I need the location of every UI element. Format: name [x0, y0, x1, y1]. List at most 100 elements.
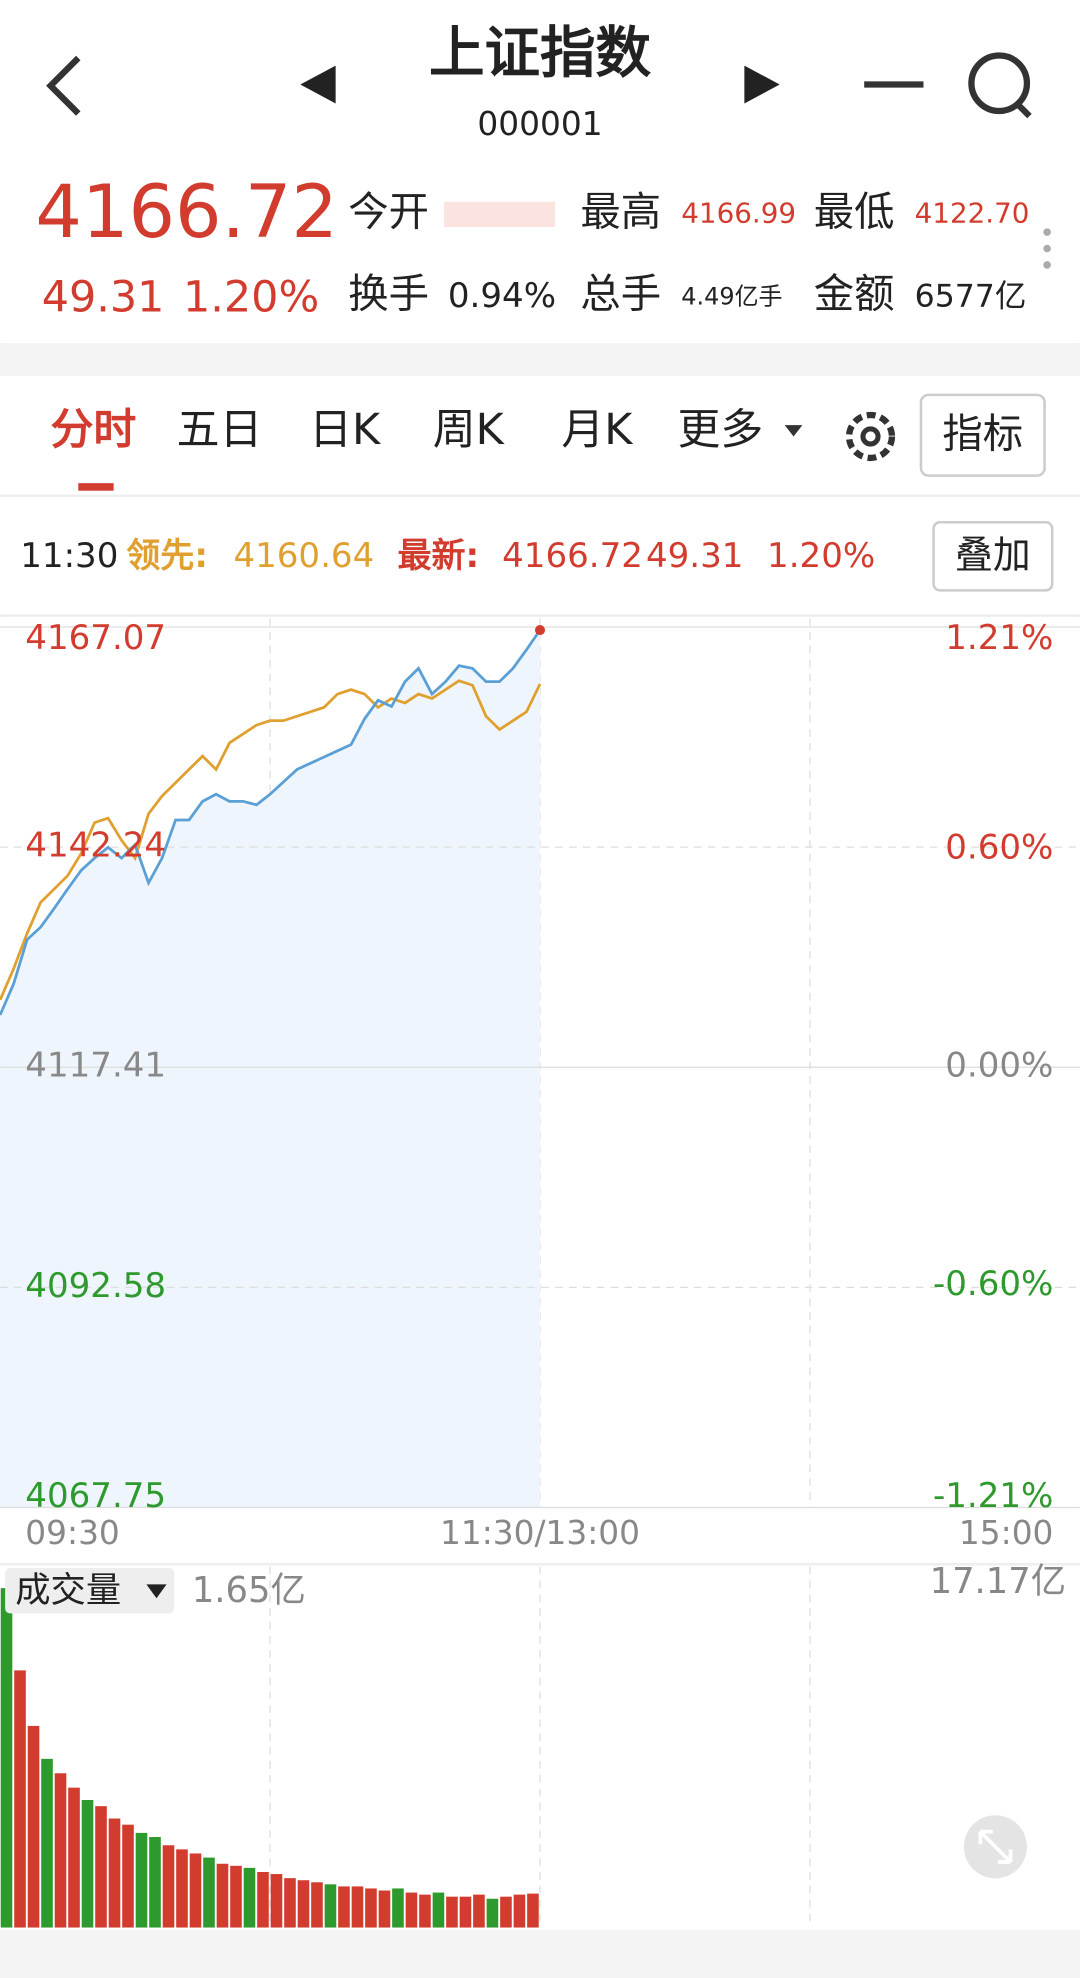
volume-bar	[41, 1758, 53, 1928]
volume-bar	[297, 1880, 310, 1928]
label: 换手	[348, 270, 429, 317]
more-menu[interactable]	[1043, 228, 1051, 269]
volume-bar	[243, 1867, 256, 1928]
volume-bar	[162, 1845, 175, 1928]
volume-bar	[419, 1894, 431, 1928]
last-point	[534, 625, 546, 636]
volume-bar	[392, 1888, 404, 1928]
y-tick-label: 4067.75	[25, 1476, 166, 1516]
volume-current: 1.65亿	[192, 1570, 306, 1611]
volume-bar	[473, 1894, 485, 1928]
y-tick-label: 4117.41	[25, 1046, 166, 1086]
info-value: 49.31	[646, 536, 743, 576]
expand-button[interactable]	[963, 1815, 1027, 1879]
separator	[0, 343, 1080, 376]
info-time: 11:30	[20, 536, 118, 576]
blurred-value	[444, 201, 556, 228]
y2-tick-label: -1.21%	[933, 1476, 1053, 1516]
volume-bar	[446, 1896, 458, 1928]
bottom-bar	[0, 1930, 1080, 1978]
price-chart: 09:30 11:30/13:00 15:00 4167.07 4142.24 4117.…	[0, 618, 1080, 1552]
volume-bar	[149, 1837, 161, 1928]
label: 金额	[814, 270, 895, 317]
overlay-button[interactable]	[932, 520, 1054, 592]
prev-button[interactable]	[300, 65, 336, 104]
volume-bar	[122, 1824, 134, 1928]
next-button[interactable]	[744, 65, 780, 104]
label: 最低	[814, 188, 895, 235]
volume-bar	[27, 1725, 40, 1928]
back-button[interactable]	[46, 55, 81, 116]
tab[interactable]: 更多	[678, 405, 764, 455]
volume-bar	[95, 1806, 107, 1928]
volume-label: 成交量	[15, 1570, 121, 1611]
tab-indicator	[78, 483, 114, 491]
dropdown-arrow	[146, 1584, 167, 1599]
indicator-button[interactable]	[919, 393, 1046, 477]
info-label: 最新:	[397, 536, 479, 576]
info-label: 领先:	[126, 536, 208, 576]
y2-tick-label: -0.60%	[933, 1264, 1053, 1304]
volume-bar	[0, 1588, 13, 1928]
volume-bar	[338, 1886, 350, 1928]
price-line	[0, 679, 542, 1001]
volume-chart: 17.17亿	[0, 1561, 1066, 1928]
price: 4166.72	[35, 170, 338, 255]
dropdown-arrow	[784, 425, 803, 437]
volume-bar	[216, 1863, 229, 1928]
volume-bar	[203, 1857, 215, 1928]
volume-bar	[108, 1818, 121, 1928]
volume-bar	[176, 1849, 188, 1928]
indicator-button-label: 指标	[942, 410, 1023, 457]
volume-bar	[284, 1878, 296, 1928]
code: 000001	[477, 105, 602, 143]
change-pct: 1.20%	[183, 273, 319, 323]
tab[interactable]: 五日	[177, 405, 263, 455]
label: 最高	[580, 188, 661, 235]
area-fill	[0, 630, 541, 1508]
volume-bar	[135, 1832, 148, 1928]
settings-button[interactable]	[845, 411, 896, 462]
info-value: 4166.72	[502, 536, 643, 576]
value: 6577亿	[915, 279, 1027, 315]
tab[interactable]: 分时	[51, 405, 137, 455]
volume-tick-label: 17.17亿	[930, 1561, 1066, 1602]
tab[interactable]: 月K	[561, 405, 634, 455]
volume-bar	[311, 1882, 323, 1928]
change: 49.31	[42, 273, 165, 323]
info-value: 4160.64	[233, 536, 374, 576]
volume-selector[interactable]	[5, 1568, 175, 1614]
volume-bar	[500, 1896, 512, 1928]
y-tick-label: 4142.24	[25, 826, 166, 866]
label: 今开	[348, 188, 429, 235]
volume-bar	[54, 1773, 67, 1928]
value: 4166.99	[681, 196, 796, 229]
x-tick-label: 09:30	[25, 1514, 119, 1552]
volume-bar	[486, 1898, 499, 1928]
search-button[interactable]	[968, 52, 1032, 119]
volume-bar	[14, 1670, 26, 1928]
y2-tick-label: 1.21%	[945, 618, 1053, 658]
volume-bar	[270, 1874, 283, 1928]
volume-bar	[459, 1896, 472, 1928]
tab[interactable]: 周K	[433, 405, 506, 455]
volume-bar	[230, 1865, 242, 1928]
price-line	[0, 629, 542, 1016]
volume-bar	[405, 1892, 418, 1928]
volume-bar	[432, 1892, 445, 1928]
tab[interactable]: 日K	[309, 405, 382, 455]
value: 4122.70	[915, 196, 1030, 229]
x-tick-label: 11:30/13:00	[440, 1514, 640, 1552]
volume-bar	[81, 1799, 94, 1928]
y-tick-label: 4092.58	[25, 1266, 166, 1306]
y2-tick-label: 0.00%	[945, 1046, 1053, 1086]
value: 4.49亿手	[681, 283, 782, 311]
overlay-button-label: 叠加	[955, 533, 1031, 577]
volume-bar	[365, 1888, 377, 1928]
volume-bar	[527, 1893, 539, 1928]
volume-bar	[351, 1886, 364, 1928]
info-value: 1.20%	[767, 536, 875, 576]
volume-bar	[257, 1871, 269, 1928]
volume-bar	[513, 1894, 526, 1928]
